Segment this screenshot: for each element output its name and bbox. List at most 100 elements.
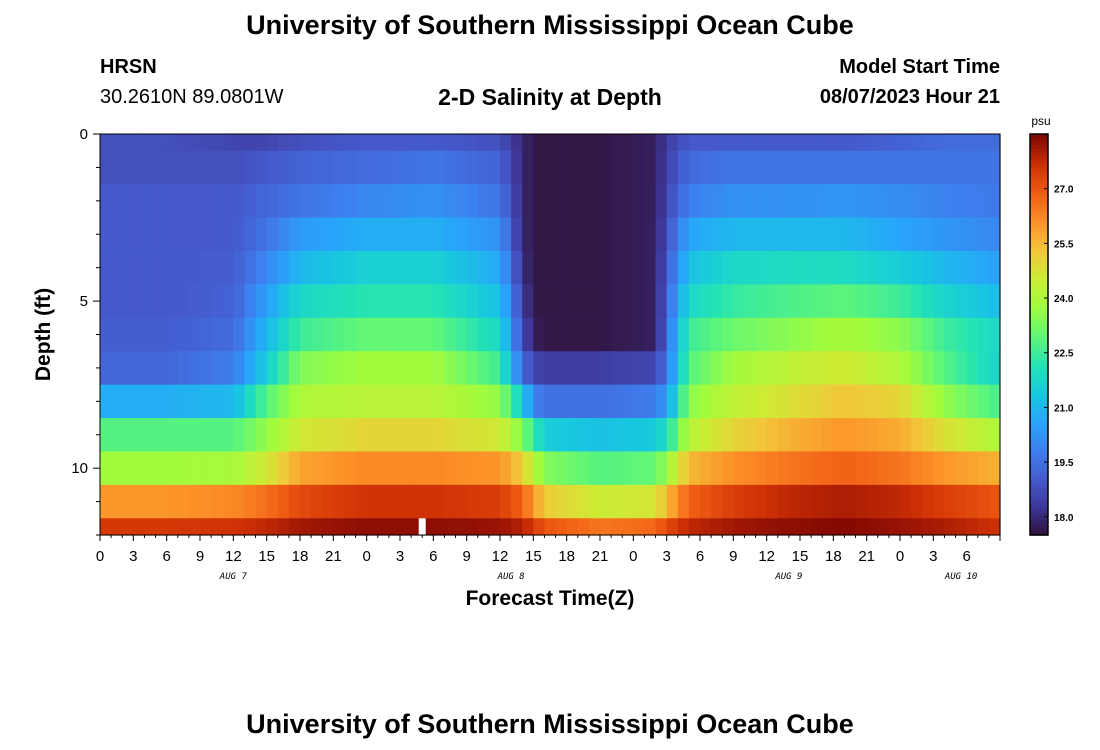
colorbar-swatch [1030,276,1048,281]
heatmap-cell [333,518,346,536]
heatmap-cell [500,518,512,536]
heatmap-cell [744,134,757,152]
heatmap-cell [388,217,401,252]
heatmap-cell [288,284,301,319]
heatmap-cell [322,284,334,319]
heatmap-cell [900,518,912,536]
heatmap-cell [511,484,523,519]
heatmap-cell [422,418,434,453]
heatmap-cell [422,250,434,285]
heatmap-cell [277,451,290,486]
colorbar-swatch [1030,137,1048,142]
heatmap-cell [455,317,468,352]
heatmap-cell [333,351,346,386]
heatmap-cell [366,217,379,252]
heatmap-cell [388,518,401,536]
heatmap-cell [577,451,590,486]
colorbar-swatch [1030,520,1048,525]
heatmap-cell [988,451,1001,486]
y-axis-label: Depth (ft) [32,288,55,381]
heatmap-cell [133,250,146,285]
heatmap-cell [377,518,390,536]
heatmap-cell [688,518,701,536]
day-label: AUG 8 [497,572,525,582]
heatmap-cell [100,384,112,419]
heatmap-cell [422,150,434,185]
heatmap-cell [444,418,457,453]
heatmap-cell [144,217,157,252]
heatmap-cell [988,317,1001,352]
heatmap-cell [255,484,268,519]
heatmap-cell [188,150,201,185]
heatmap-cell [600,284,612,319]
heatmap-cell [711,284,723,319]
heatmap-cell [822,317,834,352]
heatmap-cell [700,317,712,352]
heatmap-cell [888,384,901,419]
heatmap-cell [166,150,179,185]
heatmap-cell [477,150,490,185]
heatmap-cell [855,150,868,185]
heatmap-cell [700,150,712,185]
heatmap-cell [222,150,234,185]
heatmap-cell [155,317,168,352]
heatmap-cell [200,484,212,519]
heatmap-cell [555,250,568,285]
heatmap-cell [455,250,468,285]
heatmap-cell [844,518,857,536]
heatmap-cell [944,317,957,352]
heatmap-cell [966,518,979,536]
heatmap-cell [344,451,357,486]
heatmap-cell [422,284,434,319]
colorbar-swatch [1030,217,1048,223]
x-tick-label: 0 [896,548,904,565]
heatmap-cell [288,217,301,252]
heatmap-cell [133,217,146,252]
heatmap-cell [233,351,246,386]
heatmap-cell [388,317,401,352]
heatmap-cell [566,351,579,386]
heatmap-cell [177,484,190,519]
heatmap-cell [733,418,746,453]
heatmap-cell [755,134,768,152]
colorbar-swatch [1030,225,1048,230]
heatmap-cell [977,250,990,285]
heatmap-cell [244,217,257,252]
heatmap-cell [955,134,968,152]
heatmap-cell [533,351,546,386]
heatmap-cell [266,518,279,536]
heatmap-cell [344,217,357,252]
heatmap-cell [277,317,290,352]
heatmap-cell [377,217,390,252]
day-label: AUG 7 [219,572,248,582]
heatmap-cell [188,351,201,386]
heatmap-cell [722,184,734,219]
heatmap-cell [444,351,457,386]
heatmap-cell [855,451,868,486]
heatmap-cell [866,184,879,219]
heatmap-cell [633,518,646,536]
heatmap-cell [966,184,979,219]
heatmap-cell [488,150,501,185]
heatmap-cell [200,518,212,536]
heatmap-cell [977,451,990,486]
heatmap-cell [877,317,890,352]
heatmap-cell [177,250,190,285]
heatmap-cell [277,351,290,386]
heatmap-cell [800,217,812,252]
heatmap-cell [777,134,790,152]
heatmap-cell [344,484,357,519]
heatmap-cell [533,384,546,419]
heatmap-cell [744,184,757,219]
x-tick-label: 18 [292,548,309,565]
heatmap-cell [933,317,946,352]
heatmap-cell [177,184,190,219]
heatmap-cell [433,484,446,519]
heatmap-cell [188,317,201,352]
heatmap-cell [722,284,734,319]
heatmap-cell [977,484,990,519]
heatmap-cell [322,250,334,285]
colorbar-swatch [1030,294,1048,299]
heatmap-cell [277,134,290,152]
heatmap-cell [622,484,634,519]
